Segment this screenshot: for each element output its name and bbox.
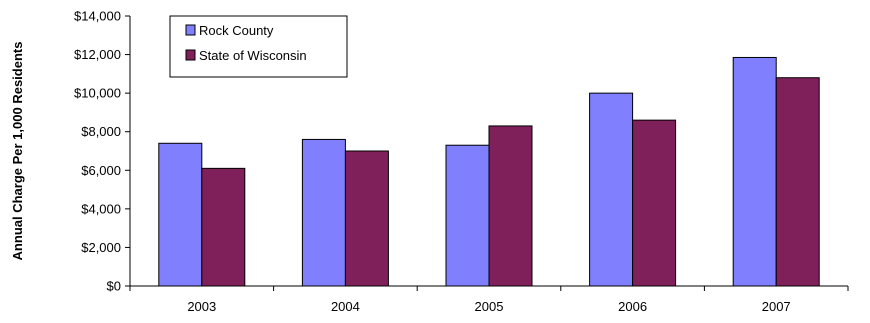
bar-rock-county-2007 <box>732 56 777 287</box>
bar-rock-county-2004 <box>301 138 346 287</box>
legend-swatch-state-of-wisconsin <box>185 49 196 61</box>
bar-rock-county-2005 <box>445 144 490 287</box>
y-tick-label: $4,000 <box>81 201 121 216</box>
legend-box <box>169 15 348 78</box>
y-tick-label: $14,000 <box>74 9 121 24</box>
bar-rock-county-2003 <box>158 142 203 287</box>
x-tick-label: 2003 <box>187 299 216 314</box>
bar-state-of-wisconsin-2004 <box>344 150 389 287</box>
y-tick-label: $12,000 <box>74 47 121 62</box>
bar-rock-county-2006 <box>589 92 634 287</box>
x-tick-label: 2004 <box>331 299 360 314</box>
y-axis: $0 $2,000 $4,000 $6,000 $8,000 $10,000 $12,000… <box>74 9 130 294</box>
x-tick-label: 2005 <box>475 299 504 314</box>
legend-label-state-of-wisconsin: State of Wisconsin <box>199 48 307 63</box>
y-tick-label: $6,000 <box>81 163 121 178</box>
x-tick-label: 2007 <box>762 299 791 314</box>
legend-label-rock-county: Rock County <box>199 23 274 38</box>
bar-state-of-wisconsin-2006 <box>632 119 677 287</box>
y-tick-label: $8,000 <box>81 124 121 139</box>
x-axis: 2003 2004 2005 2006 2007 <box>129 286 849 314</box>
legend: Rock County State of Wisconsin <box>169 15 348 78</box>
y-tick-label: $2,000 <box>81 240 121 255</box>
y-axis-title: Annual Charge Per 1,000 Residents <box>10 42 25 261</box>
bar-state-of-wisconsin-2005 <box>488 125 533 287</box>
y-tick-label: $10,000 <box>74 86 121 101</box>
bar-state-of-wisconsin-2003 <box>201 167 246 287</box>
bars <box>158 56 820 287</box>
x-tick-label: 2006 <box>618 299 647 314</box>
legend-swatch-rock-county <box>185 24 196 36</box>
bar-state-of-wisconsin-2007 <box>775 77 820 287</box>
y-tick-label: $0 <box>107 279 121 294</box>
